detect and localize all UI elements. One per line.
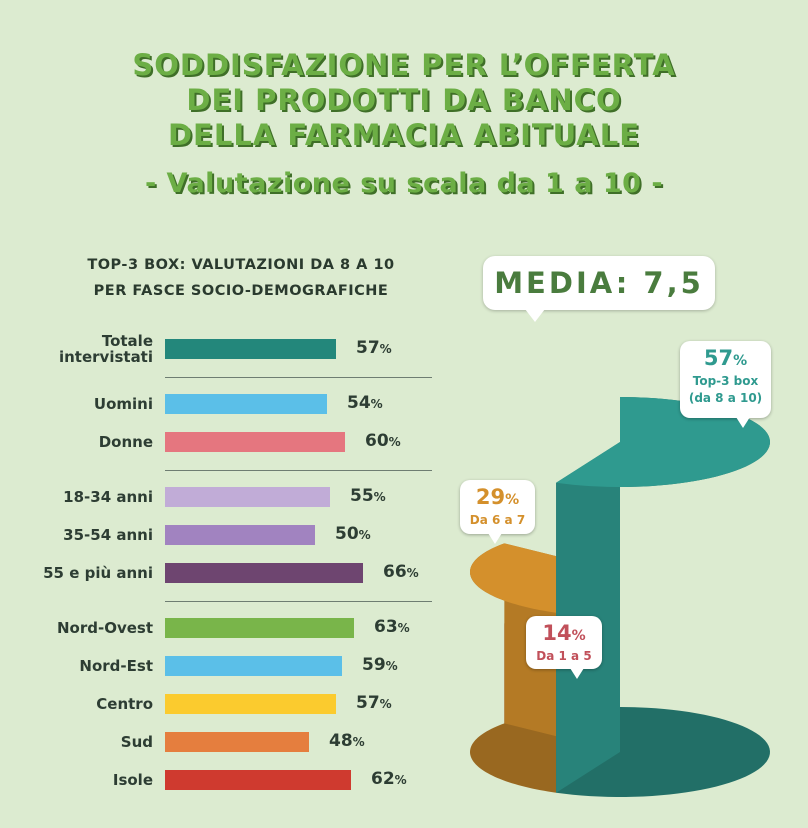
bar-2-2 [165,563,363,583]
bar-chart-heading: TOP-3 BOX: VALUTAZIONI DA 8 A 10 PER FAS… [36,252,446,304]
bar-value-number: 48 [329,731,353,751]
bar-value-2-2: 66% [383,562,419,582]
bar-1-0 [165,394,327,414]
media-bubble: MEDIA: 7,5 [483,256,715,322]
bar-value-unit: % [397,621,410,635]
title-line-1: SODDISFAZIONE PER L’OFFERTA [132,48,676,82]
bar-value-number: 59 [362,655,386,675]
cylinder-top-0 [556,397,770,487]
bar-chart-heading-line-2: PER FASCE SOCIO-DEMOGRAFICHE [93,283,389,299]
bar-label-line: Donne [98,433,153,451]
bar-3-2 [165,694,336,714]
bar-value-unit: % [388,435,401,449]
bar-value-unit: % [370,397,383,411]
callout-top3-value: 57% [680,346,771,373]
callout-6-7-pct: % [505,492,520,508]
title-line-3: DELLA FARMACIA ABITUALE [167,118,641,152]
bar-value-unit: % [373,490,386,504]
callout-6-7: 29% Da 6 a 7 [460,480,535,544]
callout-1-5-label: Da 1 a 5 [536,649,592,663]
bar-label-line: Uomini [93,395,153,413]
bar-value-3-3: 48% [329,731,365,751]
bar-label-line: 18-34 anni [63,488,153,506]
bar-2-1 [165,525,315,545]
bar-3-3 [165,732,309,752]
group-divider [165,377,432,378]
callout-1-5-value: 14% [526,621,602,648]
callout-top3-pct: % [733,353,748,369]
callout-6-7-label: Da 6 a 7 [469,513,526,527]
bar-0-0 [165,339,336,359]
bar-value-unit: % [379,697,392,711]
bar-value-unit: % [358,528,371,542]
bar-value-number: 57 [356,338,380,358]
bar-value-number: 50 [335,524,359,544]
bar-value-number: 60 [365,431,389,451]
bar-label-3-2: Centro [96,696,153,712]
callout-top3-number: 57 [703,346,734,370]
callout-1-5-pct: % [571,628,586,644]
bar-label-line: Nord-Est [79,657,153,675]
callout-top3-label-2: (da 8 a 10) [688,391,763,405]
bar-3-0 [165,618,354,638]
callout-6-7-number: 29 [475,485,506,509]
page-title: SODDISFAZIONE PER L’OFFERTA DEI PRODOTTI… [0,48,808,153]
bar-value-number: 66 [383,562,407,582]
bar-value-1-0: 54% [347,393,383,413]
bar-value-number: 57 [356,693,380,713]
bar-value-2-1: 50% [335,524,371,544]
bar-label-0-0: Totale intervistati [59,333,153,365]
bar-value-2-0: 55% [350,486,386,506]
callout-top3-label-1: Top-3 box [692,374,759,388]
bar-label-3-4: Isole [113,772,153,788]
bar-value-3-2: 57% [356,693,392,713]
group-divider [165,470,432,471]
bar-value-3-1: 59% [362,655,398,675]
bar-label-2-1: 35-54 anni [63,527,153,543]
bar-label-line: 35-54 anni [63,526,153,544]
bar-label-3-3: Sud [121,734,153,750]
group-divider [165,601,432,602]
bar-3-1 [165,656,342,676]
bar-label-line: Centro [96,695,153,713]
bar-2-0 [165,487,330,507]
bar-value-number: 62 [371,769,395,789]
bar-label-1-0: Uomini [94,396,153,412]
callout-1-5: 14% Da 1 a 5 [526,616,602,679]
callout-1-5-number: 14 [542,621,572,645]
page-subtitle: - Valutazione su scala da 1 a 10 - [144,168,664,199]
callout-top3: 57% Top-3 box (da 8 a 10) [680,341,771,428]
bar-1-1 [165,432,345,452]
bar-label-line: Isole [112,771,153,789]
bar-value-unit: % [385,659,398,673]
cylinder-chart [470,397,770,797]
bar-value-number: 63 [374,617,398,637]
bar-chart-heading-line-1: TOP-3 BOX: VALUTAZIONI DA 8 A 10 [87,257,395,273]
bar-value-0-0: 57% [356,338,392,358]
bar-value-number: 54 [347,393,371,413]
bar-value-unit: % [379,342,392,356]
bar-value-unit: % [406,566,419,580]
title-line-2: DEI PRODOTTI DA BANCO [186,83,622,117]
bar-label-line: Sud [120,733,153,751]
bar-label-1-1: Donne [99,434,153,450]
bar-label-3-0: Nord-Ovest [57,620,153,636]
bar-value-3-4: 62% [371,769,407,789]
bar-value-3-0: 63% [374,617,410,637]
bar-value-1-1: 60% [365,431,401,451]
callout-6-7-value: 29% [460,485,535,512]
bar-label-line: 55 e più anni [43,564,153,582]
bar-label-line: Totale [101,332,153,350]
bar-value-unit: % [352,735,365,749]
bar-label-2-0: 18-34 anni [63,489,153,505]
bar-value-number: 55 [350,486,374,506]
bar-label-line: Nord-Ovest [56,619,153,637]
bar-3-4 [165,770,351,790]
bar-value-unit: % [394,773,407,787]
bar-label-3-1: Nord-Est [79,658,153,674]
bar-label-2-2: 55 e più anni [43,565,153,581]
bar-label-line: intervistati [58,348,153,366]
